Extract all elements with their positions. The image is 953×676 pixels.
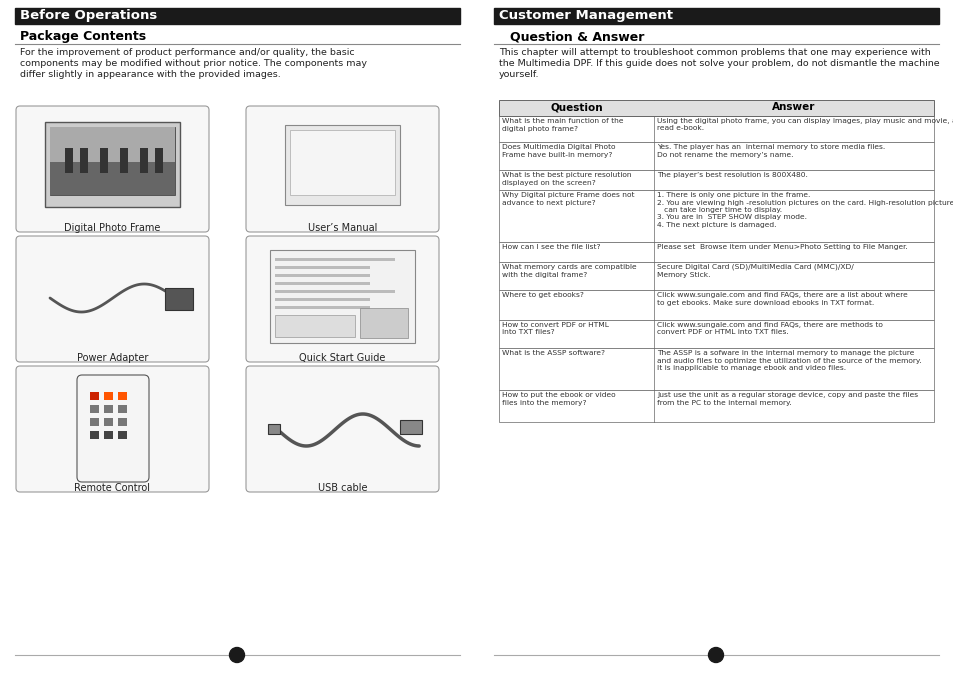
Bar bbox=[15, 8, 459, 24]
Text: Answer: Answer bbox=[772, 102, 815, 112]
Text: Secure Digital Card (SD)/MultiMedia Card (MMC)/XD/
Memory Stick.: Secure Digital Card (SD)/MultiMedia Card… bbox=[657, 264, 853, 278]
Bar bbox=[274, 306, 370, 309]
Bar bbox=[494, 8, 938, 24]
Bar bbox=[498, 290, 933, 320]
FancyBboxPatch shape bbox=[77, 375, 149, 482]
Circle shape bbox=[708, 648, 722, 662]
Bar bbox=[100, 148, 108, 173]
Text: Why Digital picture Frame does not
advance to next picture?: Why Digital picture Frame does not advan… bbox=[501, 192, 634, 206]
Bar bbox=[274, 266, 370, 269]
Bar bbox=[140, 148, 148, 173]
Bar bbox=[65, 148, 73, 173]
Text: Using the digital photo frame, you can display images, play music and movie, and: Using the digital photo frame, you can d… bbox=[657, 118, 953, 132]
Bar bbox=[165, 288, 193, 310]
Bar bbox=[274, 258, 395, 261]
Bar bbox=[90, 431, 99, 439]
Text: USB cable: USB cable bbox=[317, 483, 367, 493]
Bar bbox=[90, 405, 99, 413]
Text: What is the ASSP software?: What is the ASSP software? bbox=[501, 350, 604, 356]
FancyBboxPatch shape bbox=[246, 106, 438, 232]
Bar bbox=[498, 116, 933, 142]
Text: Yes. The player has an  internal memory to store media files.
Do not rename the : Yes. The player has an internal memory t… bbox=[657, 144, 884, 158]
Text: This chapter will attempt to troubleshoot common problems that one may experienc: This chapter will attempt to troubleshoo… bbox=[498, 48, 939, 79]
Bar bbox=[118, 392, 127, 400]
Text: Before Operations: Before Operations bbox=[20, 9, 157, 22]
Bar bbox=[50, 127, 174, 162]
Bar bbox=[90, 418, 99, 426]
Bar bbox=[498, 390, 933, 422]
Text: User’s Manual: User’s Manual bbox=[308, 223, 376, 233]
Text: What is the main function of the
digital photo frame?: What is the main function of the digital… bbox=[501, 118, 623, 132]
Bar bbox=[50, 127, 174, 195]
Bar bbox=[274, 274, 370, 277]
Bar bbox=[274, 290, 395, 293]
Bar bbox=[498, 262, 933, 290]
FancyBboxPatch shape bbox=[16, 106, 209, 232]
Text: The player’s best resolution is 800X480.: The player’s best resolution is 800X480. bbox=[657, 172, 807, 178]
Bar bbox=[120, 148, 128, 173]
Text: What memory cards are compatible
with the digital frame?: What memory cards are compatible with th… bbox=[501, 264, 636, 278]
Text: 26: 26 bbox=[709, 650, 721, 659]
Bar bbox=[118, 405, 127, 413]
Bar bbox=[80, 148, 88, 173]
Bar bbox=[104, 392, 112, 400]
Text: Remote Control: Remote Control bbox=[74, 483, 151, 493]
Bar bbox=[274, 282, 370, 285]
Text: What is the best picture resolution
displayed on the screen?: What is the best picture resolution disp… bbox=[501, 172, 631, 185]
Bar bbox=[285, 125, 399, 205]
Text: Where to get ebooks?: Where to get ebooks? bbox=[501, 292, 583, 298]
Text: Power Adapter: Power Adapter bbox=[77, 353, 148, 363]
Bar bbox=[274, 298, 370, 301]
Bar bbox=[498, 142, 933, 170]
Text: Click www.sungale.com and find FAQs, there are methods to
convert PDF or HTML in: Click www.sungale.com and find FAQs, the… bbox=[657, 322, 882, 335]
Text: How to put the ebook or video
files into the memory?: How to put the ebook or video files into… bbox=[501, 392, 615, 406]
Bar bbox=[274, 315, 355, 337]
Bar bbox=[104, 431, 112, 439]
Bar bbox=[104, 405, 112, 413]
FancyBboxPatch shape bbox=[16, 236, 209, 362]
Bar bbox=[498, 348, 933, 390]
Bar bbox=[290, 130, 395, 195]
Text: Question: Question bbox=[550, 102, 602, 112]
Text: Just use the unit as a regular storage device, copy and paste the files
from the: Just use the unit as a regular storage d… bbox=[657, 392, 917, 406]
Text: Please set  Browse item under Menu>Photo Setting to File Manger.: Please set Browse item under Menu>Photo … bbox=[657, 244, 907, 250]
Bar bbox=[90, 392, 99, 400]
Bar bbox=[268, 424, 280, 434]
Text: 5: 5 bbox=[233, 650, 240, 659]
Bar bbox=[498, 320, 933, 348]
FancyBboxPatch shape bbox=[246, 236, 438, 362]
Text: Digital Photo Frame: Digital Photo Frame bbox=[64, 223, 160, 233]
Text: Does Multimedia Digital Photo
Frame have built-in memory?: Does Multimedia Digital Photo Frame have… bbox=[501, 144, 615, 158]
FancyBboxPatch shape bbox=[16, 366, 209, 492]
Bar bbox=[104, 418, 112, 426]
Text: The ASSP is a sofware in the internal memory to manage the picture
and audio fil: The ASSP is a sofware in the internal me… bbox=[657, 350, 921, 371]
Circle shape bbox=[230, 648, 244, 662]
Text: Question & Answer: Question & Answer bbox=[510, 30, 643, 43]
Text: How to convert PDF or HTML
into TXT files?: How to convert PDF or HTML into TXT file… bbox=[501, 322, 608, 335]
Bar bbox=[399, 420, 421, 434]
Text: Quick Start Guide: Quick Start Guide bbox=[299, 353, 385, 363]
Bar bbox=[50, 162, 174, 195]
Bar bbox=[359, 308, 408, 338]
Bar bbox=[270, 250, 415, 343]
Bar bbox=[498, 170, 933, 190]
Text: How can I see the file list?: How can I see the file list? bbox=[501, 244, 599, 250]
Bar bbox=[498, 242, 933, 262]
FancyBboxPatch shape bbox=[246, 366, 438, 492]
Text: Package Contents: Package Contents bbox=[20, 30, 146, 43]
Text: For the improvement of product performance and/or quality, the basic
components : For the improvement of product performan… bbox=[20, 48, 367, 79]
Bar bbox=[118, 431, 127, 439]
Bar bbox=[118, 418, 127, 426]
Bar bbox=[498, 190, 933, 242]
Text: Click www.sungale.com and find FAQs, there are a list about where
to get ebooks.: Click www.sungale.com and find FAQs, the… bbox=[657, 292, 907, 306]
Bar bbox=[154, 148, 163, 173]
Text: 1. There is only one picture in the frame.
2. You are viewing high -resolution p: 1. There is only one picture in the fram… bbox=[657, 192, 953, 228]
Bar bbox=[45, 122, 180, 207]
Bar bbox=[498, 100, 933, 116]
Text: Customer Management: Customer Management bbox=[498, 9, 672, 22]
